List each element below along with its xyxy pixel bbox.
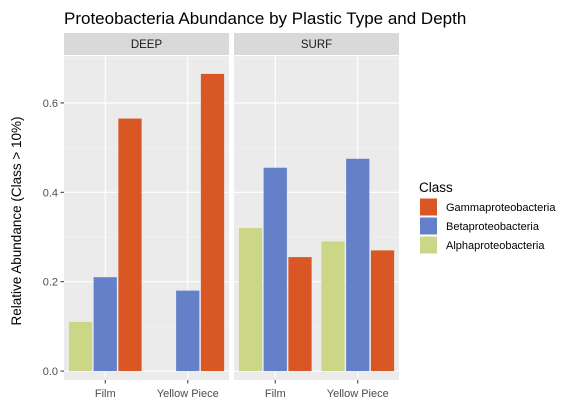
y-axis: 0.0 0.2 0.4 0.6 [43,98,64,378]
legend-swatch-gammaproteobacteria [420,198,437,216]
x-tick-label: Film [265,388,286,400]
bar-alphaproteobacteria-film [238,228,263,372]
bar-gammaproteobacteria-yellow-piece [200,73,225,372]
x-tick-label: Film [95,388,116,400]
legend-title: Class [419,180,453,195]
bar-gammaproteobacteria-film [288,257,312,372]
bar-alphaproteobacteria-yellow-piece [321,241,345,372]
facets: DEEP Film Yellow Piece SURF Film Yellow Piece… [43,33,399,400]
y-tick-label: 0.0 [43,366,58,378]
legend-swatch-alphaproteobacteria [420,236,437,254]
bar-gammaproteobacteria-film [118,118,142,372]
x-tick-label: Yellow Piece [157,388,219,400]
x-tick-label: Yellow Piece [327,388,389,400]
facet-strip [64,33,229,55]
facet-deep: DEEP Film Yellow Piece [64,33,229,400]
bar-gammaproteobacteria-yellow-piece [370,250,395,372]
bar-betaproteobacteria-yellow-piece [176,290,200,372]
legend-label-betaproteobacteria: Betaproteobacteria [446,221,540,233]
y-tick-label: 0.2 [43,277,58,289]
facet-strip [234,33,399,55]
legend-label-gammaproteobacteria: Gammaproteobacteria [446,202,556,214]
legend-swatch-betaproteobacteria [420,217,437,235]
bar-betaproteobacteria-film [93,277,117,372]
facet-strip-label: SURF [301,39,332,51]
y-axis-title: Relative Abundance (Class > 10%) [9,117,24,326]
y-tick-label: 0.4 [43,187,58,199]
facet-surf: SURF Film Yellow Piece [234,33,399,400]
legend-label-alphaproteobacteria: Alphaproteobacteria [446,240,545,252]
facet-strip-label: DEEP [131,39,163,51]
legend: Class Gammaproteobacteria Betaproteobacter… [419,180,556,254]
y-tick-label: 0.6 [43,98,58,110]
chart-title: Proteobacteria Abundance by Plastic Type… [64,9,466,28]
bar-betaproteobacteria-yellow-piece [346,158,370,372]
bar-alphaproteobacteria-film [68,321,93,372]
bar-betaproteobacteria-film [263,167,287,372]
